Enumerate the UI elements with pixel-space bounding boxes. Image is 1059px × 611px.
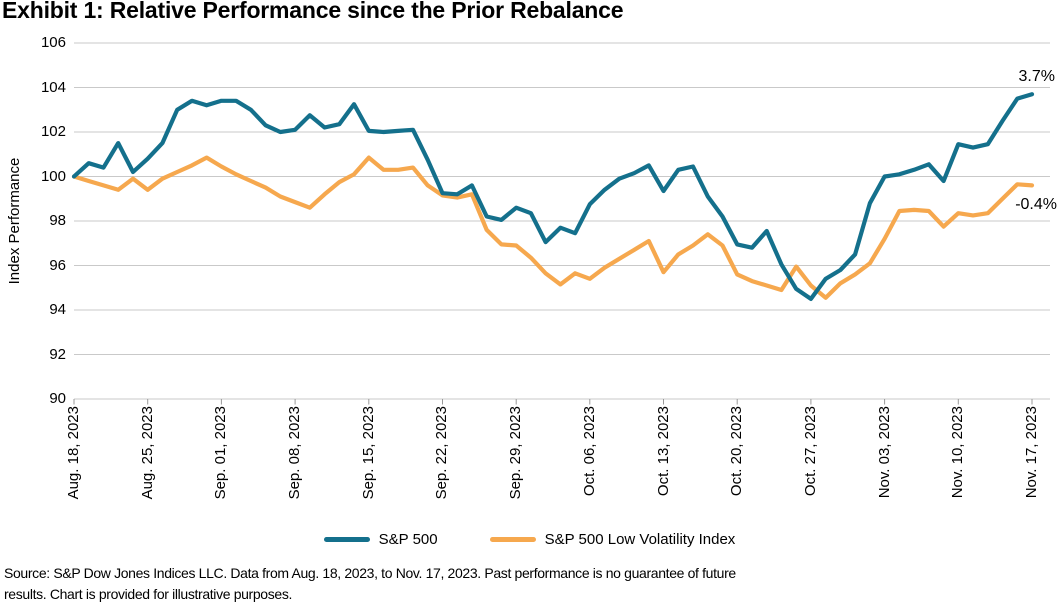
y-tick-label-104: 104 (40, 78, 66, 96)
series-line-s-p-500 (71, 92, 1035, 301)
footnote-line-2: results. Chart is provided for illustrat… (4, 585, 293, 602)
legend-item-s-p-500-low-volatility-index: S&P 500 Low Volatility Index (489, 531, 736, 548)
series-line-s-p-500-low-volatility-index (71, 155, 1035, 300)
y-tick-label-106: 106 (40, 34, 66, 51)
y-axis-title: Index Performance (6, 157, 23, 285)
plot-canvas (71, 42, 1050, 405)
x-tick-label: Sep. 15, 2023 (359, 406, 377, 500)
x-tick-label: Sep. 08, 2023 (286, 406, 304, 500)
y-tick-label-100: 100 (40, 167, 66, 185)
legend-label: S&P 500 Low Volatility Index (544, 531, 736, 548)
y-tick-label-92: 92 (49, 345, 66, 363)
x-tick-label: Sep. 01, 2023 (212, 406, 230, 500)
x-tick-label: Oct. 13, 2023 (654, 406, 672, 497)
x-tick-label: Sep. 22, 2023 (433, 406, 451, 500)
source-footnote: Source: S&P Dow Jones Indices LLC. Data … (4, 563, 1056, 604)
x-tick-label: Nov. 17, 2023 (1023, 406, 1040, 499)
legend-line-swatch-s-p-500-low-volatility-index (489, 537, 536, 542)
y-tick-label-90: 90 (49, 390, 66, 407)
y-tick-label-94: 94 (49, 301, 66, 318)
legend-item-s-p-500: S&P 500 (323, 531, 438, 548)
x-tick-label: Sep. 29, 2023 (507, 406, 525, 500)
x-tick-label: Oct. 06, 2023 (580, 406, 598, 497)
footnote-line-1: Source: S&P Dow Jones Indices LLC. Data … (4, 565, 736, 581)
sp500-end-annotation: 3.7% (1018, 68, 1055, 86)
y-tick-label-98: 98 (49, 212, 66, 229)
lowvol-end-annotation: -0.4% (1015, 196, 1057, 214)
x-tick-label: Nov. 10, 2023 (949, 406, 967, 499)
legend-label: S&P 500 (378, 531, 438, 548)
x-tick-label: Oct. 20, 2023 (728, 406, 746, 497)
legend-line-swatch-s-p-500 (323, 537, 370, 542)
x-tick-label: Aug. 18, 2023 (65, 406, 82, 500)
chart-legend: S&P 500 S&P 500 Low Volatility Index (0, 531, 1059, 548)
x-tick-label: Oct. 27, 2023 (801, 406, 819, 497)
y-tick-label-96: 96 (49, 256, 66, 274)
chart-title: Exhibit 1: Relative Performance since th… (2, 0, 624, 23)
x-tick-label: Nov. 03, 2023 (875, 406, 893, 499)
x-tick-label: Aug. 25, 2023 (138, 406, 156, 500)
y-tick-label-102: 102 (40, 123, 66, 140)
